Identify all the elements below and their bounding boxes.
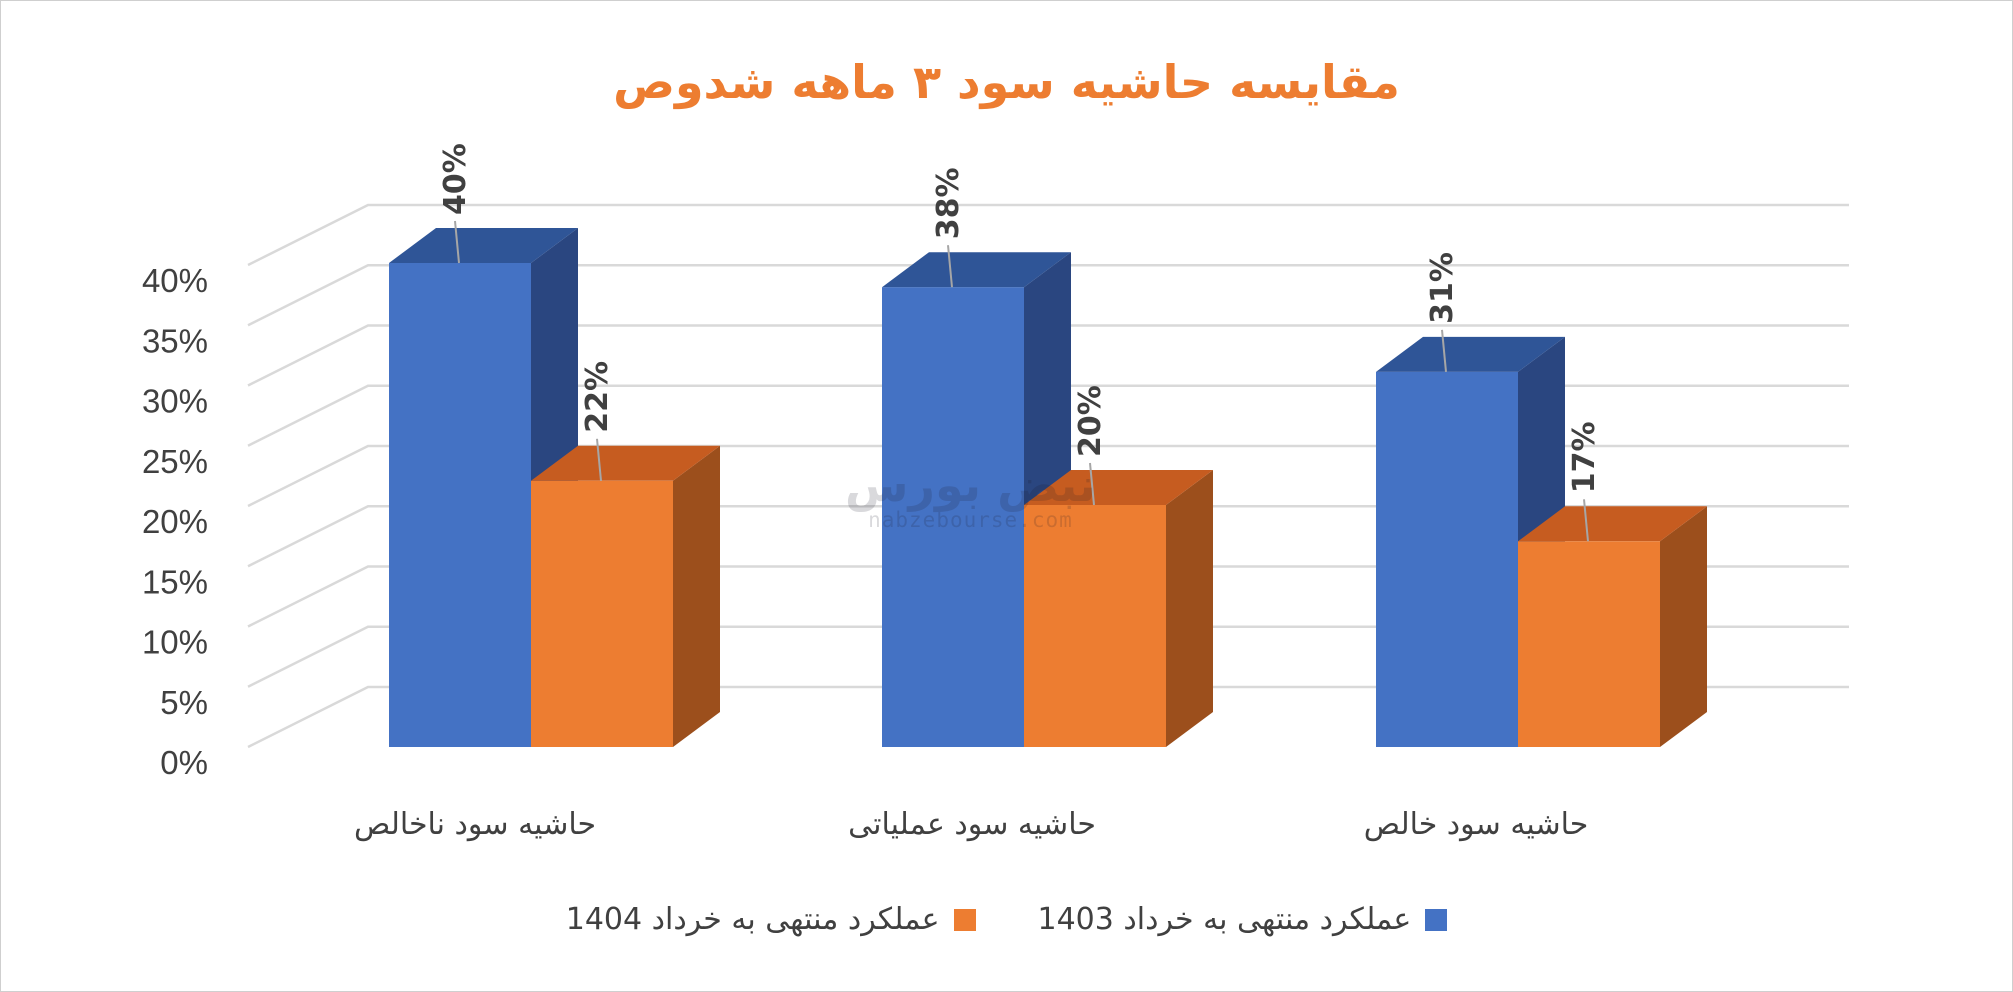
bars	[389, 228, 1707, 747]
gridline	[247, 685, 1849, 749]
y-tick-label: 5%	[160, 684, 208, 721]
gridline	[247, 444, 1849, 508]
y-tick-label: 40%	[142, 262, 208, 299]
bar-side	[673, 445, 720, 747]
data-label-leader	[454, 220, 460, 264]
bar	[882, 287, 1024, 747]
bar-side	[1660, 506, 1707, 747]
legend-item-1403: عملکرد منتهی به خرداد 1403	[1038, 902, 1448, 937]
bar	[1376, 371, 1518, 747]
legend-label-1403: عملکرد منتهی به خرداد 1403	[1037, 902, 1412, 937]
x-category-label: حاشیه سود ناخالص	[354, 807, 596, 842]
data-label-leader	[1089, 462, 1095, 506]
bar-top	[882, 252, 1071, 288]
gridline	[247, 505, 1849, 568]
y-tick-label: 10%	[142, 624, 208, 661]
legend-item-1404: عملکرد منتهی به خرداد 1404	[566, 902, 976, 937]
y-tick-label: 0%	[160, 744, 208, 781]
data-label: 38%	[931, 167, 966, 239]
data-label-leader	[947, 245, 953, 288]
gridline	[247, 384, 1849, 447]
gridline	[247, 565, 1849, 628]
bar-top	[531, 445, 720, 481]
y-tick-label: 25%	[142, 443, 208, 480]
legend-swatch-1403	[1425, 908, 1448, 931]
x-category-label: حاشیه سود عملیاتی	[848, 807, 1096, 842]
bar-side	[1166, 470, 1213, 747]
gridlines	[247, 203, 1849, 749]
data-label: 20%	[1073, 385, 1108, 457]
x-category-label: حاشیه سود خالص	[1364, 807, 1589, 842]
bar	[389, 263, 531, 747]
data-labels: 40% 38% 31% 22% 20% 17%	[438, 143, 1602, 542]
data-label-leader	[1583, 499, 1589, 542]
y-tick-label: 20%	[142, 503, 208, 540]
data-label-leader	[1441, 329, 1447, 372]
bar-top	[389, 228, 578, 263]
gridline	[247, 625, 1849, 688]
chart-title: مقایسه حاشیه سود ۳ ماهه شدوص	[613, 55, 1400, 109]
data-label: 22%	[580, 361, 615, 433]
legend-swatch-1404	[953, 908, 976, 931]
bar	[1024, 505, 1166, 747]
y-axis-ticks: 0% 5% 10% 15% 20% 25% 30% 35% 40%	[142, 262, 208, 781]
gridline	[247, 203, 1849, 267]
gridline	[247, 324, 1849, 387]
bar	[1518, 541, 1660, 747]
legend-label-1404: عملکرد منتهی به خرداد 1404	[565, 902, 940, 937]
gridline	[247, 264, 1849, 327]
y-tick-label: 35%	[142, 322, 208, 359]
x-axis-categories: حاشیه سود ناخالص حاشیه سود عملیاتی حاشیه س…	[354, 807, 1588, 842]
bar-top	[1376, 336, 1565, 372]
data-label: 17%	[1567, 421, 1602, 493]
bar-top	[1518, 506, 1707, 542]
bar	[531, 480, 673, 747]
data-label: 40%	[438, 143, 473, 215]
legend: عملکرد منتهی به خرداد 1404 عملکرد منتهی …	[0, 902, 2013, 937]
y-tick-label: 15%	[142, 563, 208, 600]
y-tick-label: 30%	[142, 383, 208, 420]
data-label: 31%	[1425, 252, 1460, 324]
bar-top	[1024, 470, 1213, 505]
data-label-leader	[596, 438, 602, 481]
